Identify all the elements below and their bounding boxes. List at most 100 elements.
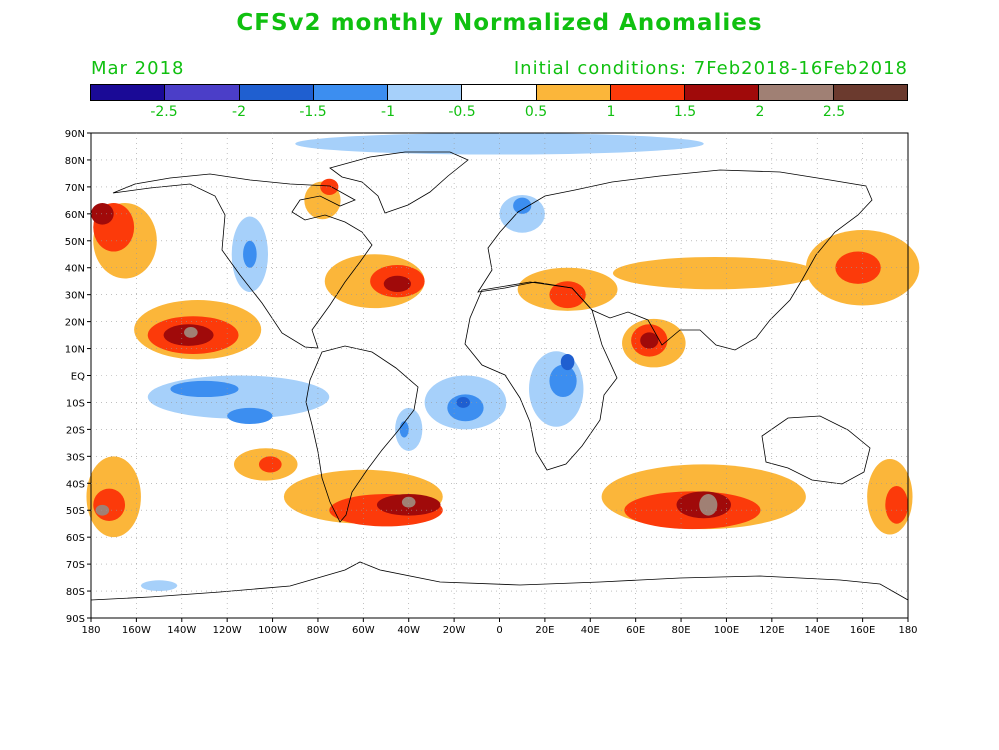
lat-tick-label: 30S <box>66 452 85 463</box>
anomaly-region <box>640 332 659 349</box>
latitude-axis: 90N 80N 70N 60N 50N 40N 30N 20N 10N EQ 10S 20S 30S 40… <box>65 129 91 625</box>
north-america-coastline <box>112 173 373 349</box>
lon-tick-label: 120W <box>213 625 242 636</box>
colorbar-label: -0.5 <box>448 104 476 120</box>
colorbar-swatch <box>833 85 907 100</box>
longitude-axis: 180 160W 140W 120W 100W 80W 60W 40W 20W 0 20E 40E 60… <box>81 618 918 636</box>
colorbar-swatch <box>462 85 537 100</box>
lat-tick-label: 20S <box>66 425 85 436</box>
anomaly-region <box>140 580 178 592</box>
eurasia-coastline <box>477 169 873 351</box>
colorbar-swatch <box>388 85 463 100</box>
lat-tick-label: 60S <box>66 533 85 544</box>
anomaly-region <box>243 240 257 268</box>
lon-tick-label: 80E <box>672 625 691 636</box>
lon-tick-label: 80W <box>307 625 330 636</box>
lat-tick-label: EQ <box>71 372 85 383</box>
lon-tick-label: 120E <box>759 625 784 636</box>
anomaly-region <box>401 496 416 508</box>
anomaly-region <box>560 353 575 371</box>
colorbar-label: -1.5 <box>299 104 327 120</box>
anomaly-region <box>612 256 818 290</box>
lat-tick-label: 60N <box>65 210 85 221</box>
colorbar-label: 1 <box>606 104 616 120</box>
colorbar-swatch <box>313 85 389 100</box>
colorbar <box>90 84 908 101</box>
lon-tick-label: 160E <box>850 625 875 636</box>
greenland-coastline <box>329 151 469 214</box>
anomaly-region <box>447 394 484 422</box>
lon-tick-label: 140W <box>167 625 196 636</box>
lat-tick-label: 10N <box>65 345 85 356</box>
lat-tick-label: 30N <box>65 291 85 302</box>
colorbar-label: 2.5 <box>822 104 846 120</box>
anomaly-region <box>227 407 273 424</box>
anomaly-region <box>885 485 908 524</box>
anomaly-regions <box>86 133 920 592</box>
lon-tick-label: 20E <box>535 625 554 636</box>
colorbar-label: -1 <box>381 104 395 120</box>
chart-title: CFSv2 monthly Normalized Anomalies <box>236 10 763 36</box>
anomaly-region <box>395 407 423 451</box>
lon-tick-label: 0 <box>496 625 502 636</box>
colorbar-swatch <box>239 85 314 100</box>
lon-tick-label: 60E <box>626 625 645 636</box>
anomaly-region <box>835 251 881 284</box>
colorbar-swatch <box>685 85 760 100</box>
anomaly-region <box>549 281 586 309</box>
lat-tick-label: 90N <box>65 129 85 140</box>
colorbar-label: -2.5 <box>150 104 178 120</box>
lon-tick-label: 40W <box>397 625 420 636</box>
lon-tick-label: 60W <box>352 625 375 636</box>
anomaly-region <box>170 380 239 398</box>
antarctica-coastline <box>90 561 909 601</box>
anomaly-region <box>95 504 110 516</box>
initial-conditions-label: Initial conditions: 7Feb2018-16Feb2018 <box>513 58 908 79</box>
lon-tick-label: 160W <box>122 625 151 636</box>
valid-month-label: Mar 2018 <box>91 58 185 79</box>
anomaly-region <box>258 456 282 473</box>
lat-tick-label: 10S <box>66 398 85 409</box>
colorbar-label: 2 <box>755 104 765 120</box>
australia-coastline <box>761 415 871 485</box>
lon-tick-label: 180 <box>81 625 100 636</box>
lat-tick-label: 70S <box>66 560 85 571</box>
anomaly-region <box>383 275 411 292</box>
colorbar-label: -2 <box>232 104 246 120</box>
lon-tick-label: 100E <box>714 625 739 636</box>
colorbar-swatch <box>759 85 834 100</box>
lat-tick-label: 70N <box>65 183 85 194</box>
colorbar-label: 1.5 <box>673 104 697 120</box>
anomaly-region <box>93 488 126 521</box>
lat-tick-label: 80S <box>66 587 85 598</box>
colorbar-swatch <box>91 85 166 100</box>
lon-tick-label: 100W <box>258 625 287 636</box>
lat-tick-label: 50S <box>66 506 85 517</box>
lon-tick-label: 140E <box>805 625 830 636</box>
anomaly-region <box>456 397 470 408</box>
lat-tick-label: 90S <box>66 614 85 625</box>
anomaly-region <box>513 197 532 214</box>
lon-tick-label: 180 <box>898 625 917 636</box>
map-frame <box>90 132 909 619</box>
colorbar-swatch <box>165 85 240 100</box>
lat-tick-label: 40N <box>65 264 85 275</box>
lat-tick-label: 20N <box>65 318 85 329</box>
anomaly-region <box>91 203 114 225</box>
gridlines <box>91 133 908 618</box>
south-america-coastline <box>305 345 419 523</box>
lat-tick-label: 40S <box>66 479 85 490</box>
lat-tick-label: 80N <box>65 156 85 167</box>
colorbar-swatch <box>610 85 686 100</box>
lon-tick-label: 20W <box>443 625 466 636</box>
anomaly-region <box>549 364 577 398</box>
colorbar-label: 0.5 <box>524 104 548 120</box>
lat-tick-label: 50N <box>65 237 85 248</box>
colorbar-swatch <box>536 85 611 100</box>
coastlines <box>90 151 909 601</box>
anomaly-region <box>184 327 198 338</box>
anomaly-region <box>320 178 339 195</box>
anomaly-region <box>699 494 718 516</box>
lon-tick-label: 40E <box>581 625 600 636</box>
